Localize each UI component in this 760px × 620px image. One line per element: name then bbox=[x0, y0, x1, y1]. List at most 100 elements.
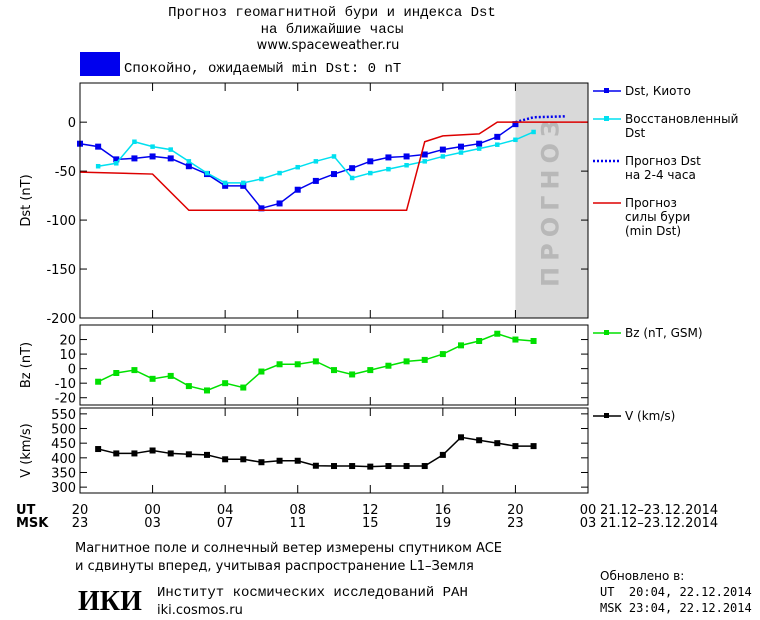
marker bbox=[421, 463, 428, 470]
text-line: силы бури bbox=[625, 210, 690, 224]
legend-marker bbox=[604, 413, 609, 418]
marker bbox=[95, 143, 102, 150]
marker bbox=[167, 450, 174, 457]
marker bbox=[312, 177, 319, 184]
marker bbox=[276, 361, 283, 368]
x-tick-label-msk: 15 bbox=[362, 516, 379, 531]
text-line: Прогноз Dst bbox=[625, 154, 701, 168]
x-row-label: MSK bbox=[16, 516, 49, 531]
plot-frame bbox=[79, 407, 589, 494]
legend-label: Прогноз силы бури (min Dst) bbox=[625, 196, 690, 238]
marker bbox=[131, 367, 138, 374]
marker bbox=[404, 163, 409, 168]
marker bbox=[185, 163, 192, 170]
legend-label: Dst, Киото bbox=[625, 84, 691, 98]
marker bbox=[385, 362, 392, 369]
status-text: Спокойно, ожидаемый min Dst: 0 nT bbox=[124, 60, 401, 77]
marker bbox=[222, 182, 229, 189]
marker bbox=[349, 371, 356, 378]
marker bbox=[495, 142, 500, 147]
marker bbox=[185, 383, 192, 390]
footer-note: Магнитное поле и солнечный ветер измерен… bbox=[75, 541, 502, 574]
marker bbox=[313, 159, 319, 164]
series-line bbox=[515, 115, 567, 124]
marker bbox=[276, 457, 283, 464]
y-tick-label: 500 bbox=[51, 423, 76, 438]
marker bbox=[476, 338, 483, 344]
marker bbox=[403, 358, 410, 365]
y-axis-label: Bz (nT) bbox=[19, 342, 34, 388]
x-tick-label: 04 bbox=[217, 503, 234, 518]
marker bbox=[331, 367, 337, 374]
marker bbox=[421, 356, 428, 363]
plot-area bbox=[80, 83, 588, 318]
marker bbox=[258, 459, 265, 466]
x-tick-label: 12 bbox=[362, 503, 379, 518]
marker bbox=[149, 153, 156, 160]
marker bbox=[185, 451, 192, 458]
text-line: (min Dst) bbox=[625, 224, 681, 238]
x-tick-label-msk: 23 bbox=[507, 516, 524, 531]
plot-area bbox=[80, 325, 588, 405]
marker bbox=[494, 330, 501, 337]
y-tick-label: -150 bbox=[46, 263, 76, 278]
marker bbox=[458, 434, 464, 441]
logo: ИКИ bbox=[78, 586, 142, 617]
y-tick-label: 10 bbox=[59, 348, 76, 363]
text-line: Магнитное поле и солнечный ветер измерен… bbox=[75, 541, 502, 556]
text-line: и сдвинуты вперед, учитывая распростране… bbox=[75, 559, 474, 574]
updated-title: Обновлено в: bbox=[600, 569, 684, 583]
marker bbox=[131, 155, 138, 162]
marker bbox=[476, 437, 483, 444]
text-line: Прогноз геомагнитной бури и индекса Dst bbox=[168, 4, 496, 21]
title: Прогноз геомагнитной бури и индекса Dst н… bbox=[168, 4, 496, 38]
marker bbox=[368, 170, 373, 176]
text-line: на 2-4 часа bbox=[625, 168, 696, 182]
x-row-label: UT bbox=[16, 503, 36, 518]
y-axis-label: V (km/s) bbox=[19, 423, 34, 478]
x-tick-label: 08 bbox=[289, 503, 306, 518]
marker bbox=[204, 170, 210, 176]
y-tick-label: -20 bbox=[55, 392, 76, 407]
marker bbox=[349, 463, 356, 470]
x-tick-label-msk: 07 bbox=[217, 516, 234, 531]
x-date-range: 21.12–23.12.2014 bbox=[600, 516, 718, 531]
legend-marker bbox=[604, 330, 609, 335]
marker bbox=[512, 443, 519, 450]
marker bbox=[403, 463, 410, 470]
status-box bbox=[80, 52, 120, 76]
marker bbox=[512, 336, 519, 343]
legend-marker bbox=[604, 116, 609, 121]
marker bbox=[421, 151, 428, 158]
marker bbox=[168, 147, 173, 152]
x-tick-label: 00 bbox=[580, 503, 597, 518]
y-tick-label: 550 bbox=[51, 408, 76, 423]
marker bbox=[95, 378, 102, 385]
marker bbox=[458, 143, 464, 150]
marker bbox=[240, 182, 247, 189]
legend-label: Восстановленный Dst bbox=[625, 112, 738, 140]
marker bbox=[95, 446, 102, 453]
x-tick-label-msk: 19 bbox=[435, 516, 452, 531]
marker bbox=[294, 457, 301, 464]
marker bbox=[167, 155, 174, 162]
marker bbox=[530, 443, 537, 450]
marker bbox=[114, 161, 119, 166]
updated-msk: MSK 23:04, 22.12.2014 bbox=[600, 601, 752, 615]
marker bbox=[476, 140, 483, 147]
marker bbox=[113, 156, 120, 163]
marker bbox=[440, 154, 446, 159]
legend-label: Прогноз Dst на 2-4 часа bbox=[625, 154, 701, 182]
text-line: Dst bbox=[625, 126, 645, 140]
marker bbox=[512, 121, 519, 128]
x-tick-label: 16 bbox=[435, 503, 452, 518]
marker bbox=[349, 165, 356, 172]
y-axis-label: Dst (nT) bbox=[19, 174, 34, 226]
marker bbox=[403, 153, 410, 160]
marker bbox=[439, 351, 446, 358]
text-line: Прогноз bbox=[625, 196, 677, 210]
marker bbox=[385, 463, 392, 470]
forecast-label: ПРОГНОЗ bbox=[537, 114, 565, 287]
marker bbox=[439, 451, 446, 458]
legend-label: Bz (nT, GSM) bbox=[625, 326, 703, 340]
